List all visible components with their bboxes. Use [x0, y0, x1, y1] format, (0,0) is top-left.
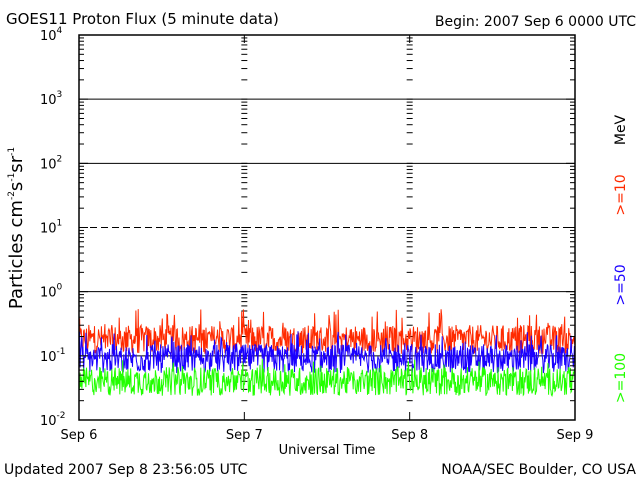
y-axis-label-exp1: -2 [7, 191, 17, 200]
legend-unit-mev: MeV [613, 114, 629, 145]
series-line-0 [78, 309, 576, 355]
energy-legend: MeV >=10 >=50 >=100 [613, 114, 629, 403]
legend-label-0: >=10 [613, 174, 629, 215]
y-tick-label-5: 103 [40, 90, 62, 108]
x-tick-label-2: Sep 8 [391, 428, 428, 443]
legend-label-1: >=50 [613, 264, 629, 305]
y-tick-label-6: 104 [40, 26, 63, 44]
series-line-1 [78, 331, 576, 374]
x-axis-label: Universal Time [279, 443, 376, 458]
y-axis-label-exp2: -1 [7, 173, 17, 182]
series-line-2 [78, 359, 576, 397]
y-tick-label-4: 102 [40, 154, 62, 172]
y-tick-label-2: 100 [40, 283, 63, 301]
source-credit: NOAA/SEC Boulder, CO USA [441, 462, 636, 478]
y-axis-label-exp3: -1 [7, 147, 17, 156]
y-tick-label-3: 101 [40, 219, 62, 237]
y-axis-label-s: s [6, 182, 27, 191]
y-tick-label-0: 10-2 [40, 411, 66, 429]
y-axis-label: Particles cm-2s-1sr-1 [6, 147, 27, 309]
day-separator-1 [241, 37, 248, 421]
x-tick-label-1: Sep 7 [226, 428, 263, 443]
y-axis-label-base: Particles cm [6, 200, 27, 309]
chart-title: GOES11 Proton Flux (5 minute data) [6, 10, 279, 28]
legend-label-2: >=100 [613, 353, 629, 403]
updated-timestamp: Updated 2007 Sep 8 23:56:05 UTC [4, 462, 248, 478]
x-tick-label-0: Sep 6 [61, 428, 98, 443]
series-layer [78, 309, 576, 397]
x-tick-label-3: Sep 9 [557, 428, 594, 443]
y-axis-label-sr: sr [6, 155, 27, 172]
y-tick-label-1: 10-1 [40, 347, 66, 365]
begin-label: Begin: 2007 Sep 6 0000 UTC [435, 14, 636, 30]
day-separator-2 [406, 37, 413, 421]
tick-layer: 10-2 10-1 100 101 102 103 104 Sep 6 Sep 7 Sep 8 Se… [40, 26, 593, 443]
